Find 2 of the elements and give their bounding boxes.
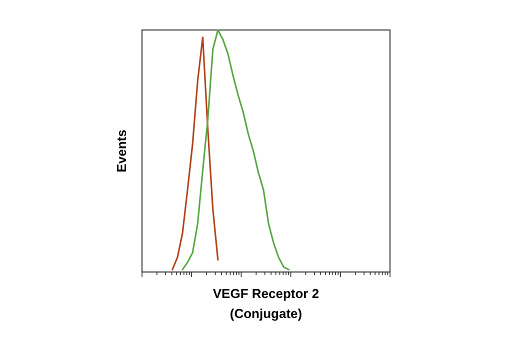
- y-axis-title: Events: [114, 130, 129, 172]
- x-axis-title: VEGF Receptor 2 (Conjugate): [212, 286, 320, 321]
